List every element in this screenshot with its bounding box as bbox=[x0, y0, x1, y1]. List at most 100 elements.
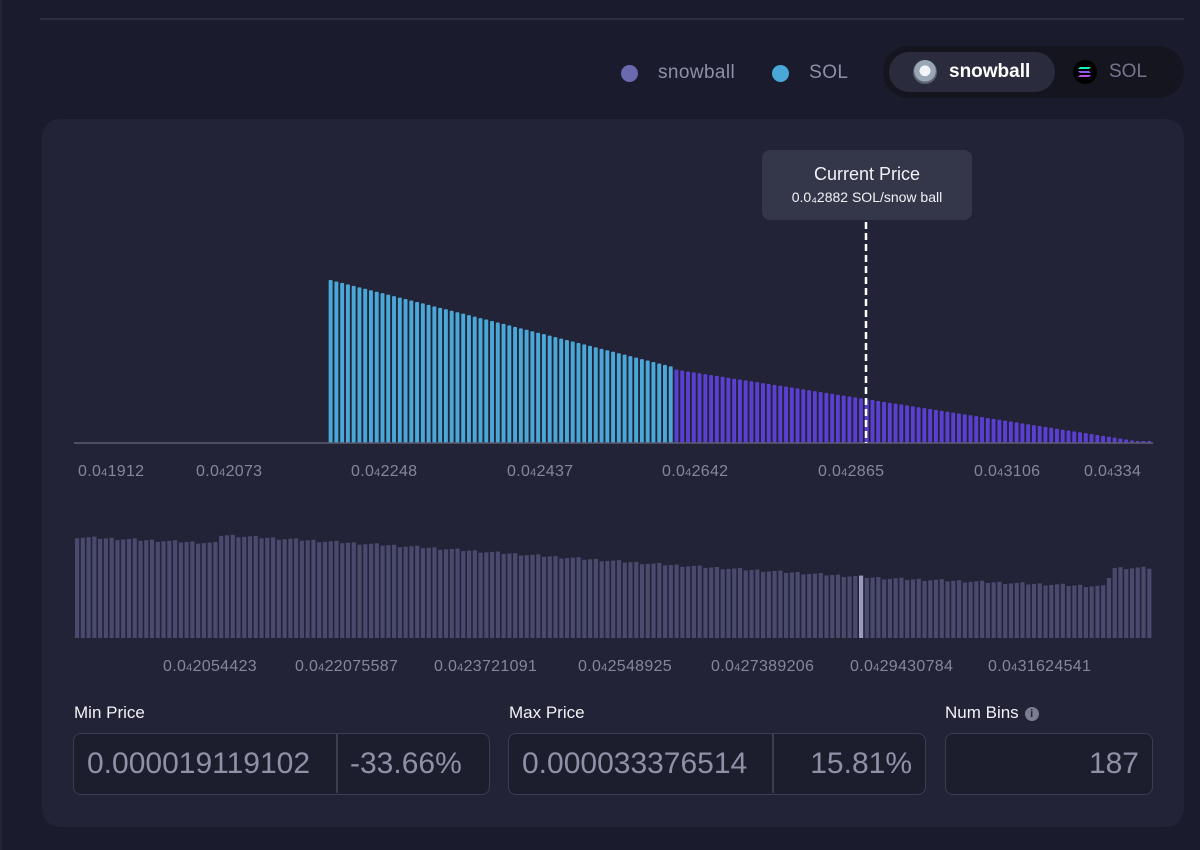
bin-bar-sol bbox=[432, 306, 437, 443]
range-bin-bar bbox=[501, 553, 506, 638]
bin-bar-snowball bbox=[841, 395, 846, 443]
max-price-percent-input[interactable]: 15.81% bbox=[810, 747, 912, 780]
bin-bar-sol bbox=[593, 347, 598, 443]
bin-bar-snowball bbox=[807, 390, 812, 443]
bin-bar-sol bbox=[518, 328, 523, 443]
range-bin-bar bbox=[253, 535, 258, 638]
liquidity-distribution-bars bbox=[328, 280, 1152, 443]
bin-bar-snowball bbox=[916, 407, 921, 443]
range-bin-bar bbox=[697, 565, 702, 638]
range-bin-bar bbox=[876, 577, 881, 638]
token-toggle-sol[interactable]: SOL bbox=[1073, 52, 1178, 92]
bin-bar-snowball bbox=[1124, 439, 1129, 443]
bin-bar-snowball bbox=[1078, 432, 1082, 443]
info-icon[interactable]: i bbox=[1024, 707, 1039, 721]
range-bin-bar bbox=[443, 549, 449, 638]
bin-bar-sol bbox=[599, 348, 604, 443]
main-axis-tick: 0.042642 bbox=[662, 463, 728, 480]
range-bin-bar bbox=[294, 538, 299, 638]
bin-bar-snowball bbox=[1072, 431, 1077, 443]
range-bin-bar bbox=[305, 540, 310, 638]
range-axis-tick: 0.0431624541 bbox=[988, 658, 1091, 675]
range-bin-bar bbox=[772, 571, 777, 638]
range-bin-bar bbox=[173, 540, 178, 638]
range-bin-bar bbox=[1072, 585, 1077, 638]
range-bin-bar bbox=[957, 580, 962, 638]
legend-label-sol: SOL bbox=[809, 62, 849, 83]
legend-dot-sol bbox=[772, 64, 790, 82]
range-bin-bar bbox=[467, 550, 472, 638]
range-bin-bar bbox=[415, 545, 420, 638]
bin-bar-snowball bbox=[1026, 424, 1031, 443]
bin-bar-snowball bbox=[732, 378, 737, 443]
bin-bar-sol bbox=[645, 360, 650, 443]
range-axis-tick: 0.0427389206 bbox=[711, 658, 814, 675]
main-axis-tick: 0.042437 bbox=[507, 463, 573, 480]
range-bin-bar bbox=[167, 540, 172, 638]
min-price-input[interactable]: 0.000019119102 bbox=[87, 747, 311, 780]
range-bin-bar bbox=[98, 538, 103, 638]
token-toggle-snowball[interactable]: snowball bbox=[889, 52, 1055, 92]
bin-bar-snowball bbox=[795, 388, 800, 443]
range-bin-bar bbox=[663, 565, 668, 638]
num-bins-label-group: Num Bins i bbox=[945, 703, 1039, 723]
bin-bar-snowball bbox=[1020, 423, 1025, 443]
bin-bar-sol bbox=[622, 354, 627, 443]
current-price-tooltip: Current Price 0.0₄2882 SOL/snow ball bbox=[762, 150, 972, 220]
range-bin-bar bbox=[92, 536, 97, 638]
range-bin-bar bbox=[899, 577, 904, 638]
bin-bar-sol bbox=[455, 312, 460, 443]
range-bin-bar bbox=[789, 572, 794, 638]
range-bin-bar bbox=[207, 542, 212, 638]
bin-bar-snowball bbox=[933, 409, 938, 443]
bin-bar-sol bbox=[530, 331, 535, 443]
range-bin-bar bbox=[276, 539, 281, 638]
bin-bar-snowball bbox=[974, 416, 979, 443]
range-bin-bar bbox=[864, 578, 869, 638]
range-bin-bar-active bbox=[859, 575, 864, 638]
range-bin-bar bbox=[397, 547, 402, 638]
bin-bar-snowball bbox=[818, 392, 823, 443]
bin-bar-sol bbox=[438, 307, 443, 443]
range-bin-bar bbox=[403, 546, 408, 638]
bin-bar-sol bbox=[334, 281, 339, 443]
max-price-input[interactable]: 0.000033376514 bbox=[522, 747, 748, 780]
range-bin-bar bbox=[951, 580, 956, 638]
bin-bar-sol bbox=[495, 322, 500, 443]
bin-bar-sol bbox=[639, 359, 644, 443]
range-bin-bar bbox=[80, 537, 85, 638]
num-bins-input[interactable]: 187 bbox=[1088, 747, 1139, 780]
left-edge-divider bbox=[0, 0, 2, 850]
bin-bar-sol bbox=[582, 344, 587, 443]
range-bin-bar bbox=[576, 557, 581, 638]
range-bin-bar bbox=[968, 581, 973, 638]
bin-bar-snowball bbox=[939, 410, 944, 443]
range-bin-bar bbox=[247, 536, 253, 638]
range-bin-bar bbox=[115, 540, 120, 638]
min-price-percent-input[interactable]: -33.66% bbox=[350, 747, 462, 780]
bin-bar-sol bbox=[461, 313, 466, 443]
range-bin-bar bbox=[991, 582, 996, 638]
range-bin-bar bbox=[461, 551, 466, 638]
token-toggle-sol-label: SOL bbox=[1109, 61, 1148, 82]
bin-bar-sol bbox=[386, 294, 391, 443]
range-bin-bar bbox=[259, 538, 264, 638]
range-bin-bar bbox=[1055, 584, 1060, 638]
token-toggle-snowball-label: snowball bbox=[949, 61, 1031, 82]
range-bin-bar bbox=[340, 543, 345, 638]
range-bin-bar bbox=[126, 538, 132, 638]
range-bin-bar bbox=[755, 569, 760, 638]
range-bin-bar bbox=[1124, 569, 1129, 638]
main-axis-tick: 0.042865 bbox=[818, 463, 884, 480]
range-bin-bar bbox=[651, 563, 656, 638]
range-bin-bar bbox=[1141, 566, 1146, 638]
bin-bar-sol bbox=[565, 340, 569, 443]
bin-bar-snowball bbox=[1031, 425, 1036, 443]
range-bin-bar bbox=[611, 560, 616, 638]
tooltip-title: Current Price bbox=[813, 164, 921, 184]
range-bin-bar bbox=[265, 537, 270, 638]
range-bin-bar bbox=[893, 578, 898, 638]
bin-bar-snowball bbox=[824, 392, 829, 443]
range-bin-bar bbox=[484, 552, 489, 638]
